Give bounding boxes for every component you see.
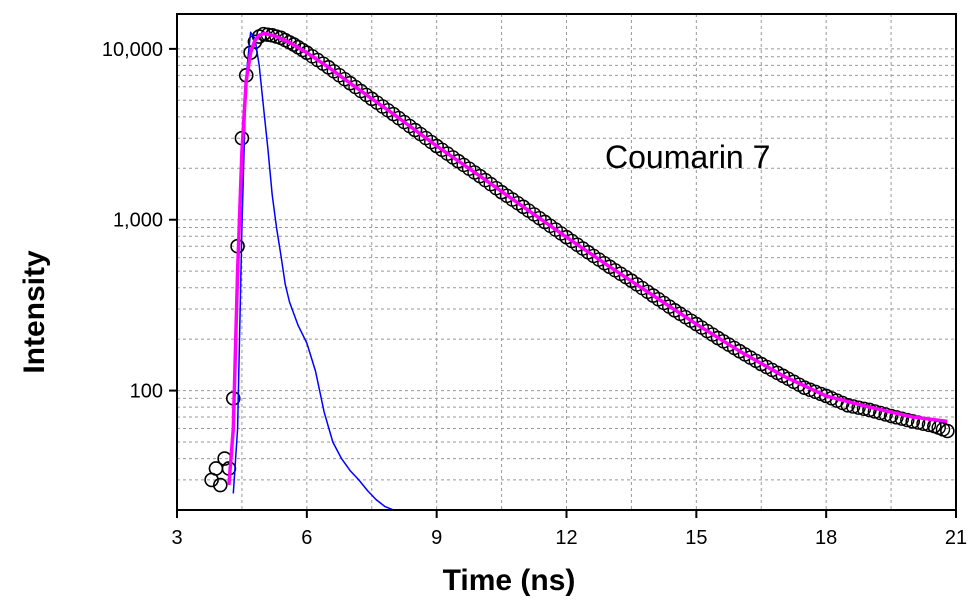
data-point (878, 407, 893, 422)
data-point (889, 410, 904, 425)
x-tick-label: 15 (685, 527, 707, 549)
data-point (445, 150, 461, 165)
data-point (618, 269, 634, 285)
data-point (900, 412, 915, 428)
data-point (337, 71, 352, 87)
data-point (662, 299, 677, 314)
data-point (553, 226, 569, 241)
x-axis-title: Time (ns) (443, 564, 576, 597)
x-tick-label: 18 (815, 527, 837, 549)
data-point (269, 29, 284, 44)
x-tick-label: 21 (945, 527, 967, 549)
data-point (532, 210, 547, 226)
data-point (359, 87, 374, 103)
data-point (894, 411, 910, 426)
data-point (727, 340, 742, 356)
annotation-label: Coumarin 7 (605, 139, 770, 175)
y-tick-label: 100 (130, 381, 163, 403)
y-axis-title: Intensity (18, 250, 51, 374)
data-point (683, 313, 699, 328)
data-point (402, 118, 417, 134)
data-point (315, 56, 331, 71)
data-point (380, 103, 396, 118)
data-point (247, 34, 263, 50)
instrument-response-curve (232, 31, 402, 510)
data-point (488, 180, 504, 196)
data-point (597, 255, 612, 271)
data-point (873, 405, 888, 421)
data-point (748, 353, 764, 369)
data-point (905, 414, 921, 429)
data-point (212, 477, 228, 493)
data-point (282, 35, 297, 50)
data-point (935, 422, 951, 437)
data-point (770, 365, 785, 381)
x-tick-label: 3 (171, 527, 182, 549)
y-tick-label: 10,000 (102, 39, 163, 61)
data-point (883, 408, 899, 424)
x-tick-label: 12 (555, 527, 577, 549)
fit-curve (227, 31, 948, 486)
data-point (640, 284, 655, 300)
data-point (290, 40, 306, 55)
data-point (510, 195, 526, 211)
grid (177, 14, 956, 510)
data-point (575, 241, 590, 256)
y-tick-label: 1,000 (113, 210, 163, 232)
data-point (424, 134, 439, 150)
axis-ticks: 3 6 9 12 15 18 21 100 1,000 10,000 (102, 39, 967, 549)
data-point (467, 165, 482, 180)
data-point (846, 399, 861, 414)
x-tick-label: 9 (431, 527, 442, 549)
plot-data (204, 26, 955, 510)
data-point (705, 327, 720, 342)
x-tick-label: 6 (301, 527, 312, 549)
